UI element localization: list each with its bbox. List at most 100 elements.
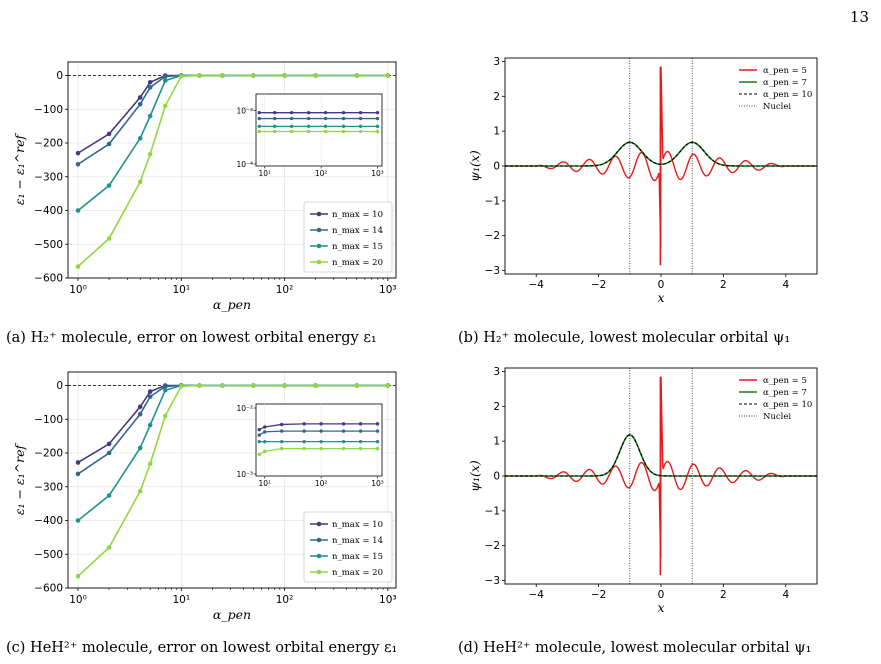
inset-point-n15 — [319, 439, 323, 444]
y-tick-label: 1 — [493, 126, 500, 138]
x-tick-label: 10³ — [379, 284, 397, 296]
legend-label: n_max = 10 — [332, 520, 383, 530]
inset-x-tick-label: 10² — [315, 479, 328, 488]
data-point-n10 — [147, 79, 153, 85]
x-tick-label: 0 — [658, 589, 665, 601]
inset-point-n20 — [319, 446, 323, 451]
inset-point-n10 — [358, 422, 363, 426]
data-point-n14 — [137, 101, 143, 107]
inset-point-n10 — [272, 110, 277, 115]
legend-label: Nuclei — [763, 412, 791, 422]
y-tick-label: −100 — [34, 414, 63, 426]
inset-point-n14 — [323, 116, 328, 121]
data-point-n20 — [354, 383, 360, 388]
inset-plot-a: 10¹ 10² 10³ 10⁻³ 10⁻⁴ — [236, 93, 384, 178]
data-point-n14 — [106, 141, 112, 147]
caption-a: (a) H₂⁺ molecule, error on lowest orbita… — [6, 330, 377, 346]
data-point-n20 — [251, 73, 256, 78]
x-axis-label: x — [657, 600, 664, 615]
x-axis-label: α_pen — [213, 297, 251, 312]
inset-point-n14 — [280, 429, 284, 433]
y-tick-label: 2 — [493, 401, 500, 413]
data-point-n20 — [106, 545, 112, 550]
x-tick-label: 10¹ — [172, 284, 190, 296]
y-tick-label: 0 — [493, 161, 500, 173]
inset-point-n20 — [289, 129, 294, 134]
data-point-n20 — [313, 73, 318, 78]
y-tick-label: −1 — [485, 505, 500, 517]
data-point-n20 — [162, 103, 168, 109]
data-point-n20 — [178, 383, 184, 389]
inset-point-n10 — [257, 427, 261, 432]
data-point-n15 — [147, 113, 153, 119]
data-point-n20 — [197, 73, 202, 78]
inset-point-n10 — [280, 422, 284, 427]
legend-marker-n10 — [316, 211, 322, 217]
inset-point-n15 — [358, 439, 363, 444]
inset-point-n15 — [306, 124, 311, 129]
inset-point-n15 — [263, 439, 267, 444]
y-tick-label: −600 — [34, 273, 63, 285]
inset-point-n14 — [375, 116, 380, 121]
inset-point-n14 — [257, 433, 261, 437]
data-point-n20 — [162, 413, 168, 419]
inset-x-tick-label: 10³ — [371, 169, 384, 178]
y-tick-label: −3 — [485, 265, 500, 277]
data-point-n14 — [147, 85, 153, 90]
caption-d: (d) HeH²⁺ molecule, lowest molecular orb… — [458, 640, 812, 656]
inset-series-n10 — [258, 423, 378, 431]
y-tick-label: −1 — [485, 195, 500, 207]
x-tick-label: 10² — [276, 284, 294, 296]
legend-label: n_max = 14 — [332, 536, 383, 546]
data-point-n10 — [106, 131, 112, 137]
inset-point-n20 — [358, 446, 363, 451]
inset-point-n15 — [358, 124, 363, 129]
y-tick-label: −500 — [34, 549, 63, 561]
legend-label: α_pen = 5 — [763, 66, 807, 76]
data-point-n15 — [162, 78, 168, 83]
y-tick-label: 2 — [493, 91, 500, 103]
energy-error-panel-a: 0 −100 −200 −300 −400 −500 −600 10⁰ 10¹ 10² 10³ α_p… — [12, 61, 397, 312]
x-tick-label: −2 — [591, 279, 606, 291]
data-point-n20 — [251, 383, 256, 388]
inset-y-tick-label: 10⁻⁴ — [236, 160, 253, 169]
data-point-n14 — [106, 450, 112, 456]
data-point-n10 — [106, 441, 112, 447]
y-tick-label: −2 — [485, 540, 500, 552]
inset-point-n20 — [272, 129, 277, 134]
inset-point-n10 — [306, 110, 311, 115]
data-point-n20 — [75, 573, 81, 579]
inset-point-n10 — [289, 110, 294, 115]
inset-point-n15 — [289, 124, 294, 129]
x-tick-label: 4 — [782, 589, 789, 601]
x-tick-label: 2 — [720, 279, 727, 291]
y-tick-label: −500 — [34, 239, 63, 251]
y-axis-label: ε₁ − ε₁^ref — [12, 442, 27, 515]
inset-y-tick-label: 10⁻³ — [236, 107, 253, 116]
x-tick-label: 10² — [276, 594, 294, 606]
inset-point-n14 — [341, 429, 346, 433]
caption-c: (c) HeH²⁺ molecule, error on lowest orbi… — [6, 640, 398, 656]
inset-point-n15 — [280, 439, 284, 444]
inset-point-n15 — [257, 439, 261, 444]
y-tick-label: −2 — [485, 230, 500, 242]
orbital-curve-alpha10 — [505, 434, 817, 477]
data-point-n10 — [137, 95, 143, 100]
y-tick-label: 3 — [493, 366, 500, 378]
data-point-n20 — [147, 151, 153, 157]
data-point-n10 — [75, 150, 81, 156]
y-tick-label: −400 — [34, 205, 63, 217]
inset-point-n14 — [375, 429, 380, 433]
axes-frame — [67, 371, 397, 589]
orbital-panel-b: 3 2 1 0 −1 −2 −3 −4 −2 0 2 4 x ψ₁(x) α_pen = 5 α_pen = … — [467, 56, 818, 305]
inset-point-n14 — [306, 116, 311, 121]
data-point-n20 — [220, 383, 225, 388]
energy-error-panel-c: 0 −100 −200 −300 −400 −500 −600 10⁰ 10¹ 10² 10³ α_p… — [12, 371, 397, 622]
inset-point-n15 — [323, 124, 328, 129]
x-tick-label: −2 — [591, 589, 606, 601]
y-tick-label: −300 — [34, 171, 63, 183]
inset-point-n10 — [323, 110, 328, 115]
legend-marker-n10 — [316, 521, 322, 527]
y-tick-label: 0 — [56, 380, 63, 392]
x-tick-label: 2 — [720, 589, 727, 601]
